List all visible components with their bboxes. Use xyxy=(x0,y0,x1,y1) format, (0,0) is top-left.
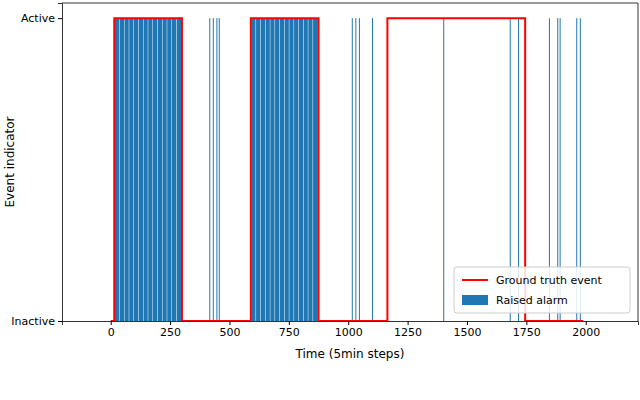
tick: 1250 xyxy=(394,321,422,339)
chart: 0 250 500 750 1000 1250 1500 1750 2000 Inactive Ac… xyxy=(0,0,640,400)
tick: 1000 xyxy=(335,321,363,339)
tick-label: 1000 xyxy=(335,326,363,339)
tick-mark xyxy=(526,321,527,325)
alarm-bar xyxy=(134,18,138,321)
legend-swatch xyxy=(462,295,488,305)
legend-label: Raised alarm xyxy=(496,294,568,307)
tick-mark xyxy=(408,321,409,325)
tick: 1500 xyxy=(453,321,481,339)
alarm-bar xyxy=(162,18,166,321)
alarm-bar xyxy=(172,18,176,321)
alarm-bar xyxy=(216,18,217,321)
tick: 250 xyxy=(160,321,181,339)
alarm-bar xyxy=(266,18,270,321)
tick-label: Active xyxy=(21,12,55,25)
alarm-bar xyxy=(143,18,147,321)
tick: 500 xyxy=(219,321,240,339)
alarm-bar xyxy=(129,18,133,321)
tick-mark xyxy=(586,321,587,325)
alarm-bar xyxy=(251,18,255,321)
tick-mark xyxy=(58,18,62,19)
tick-mark xyxy=(58,321,62,322)
alarm-bar xyxy=(443,18,444,321)
x-axis: 0 250 500 750 1000 1250 1500 1750 2000 xyxy=(63,321,639,339)
alarm-bar xyxy=(289,18,293,321)
tick: 1750 xyxy=(513,321,541,339)
alarm-bar xyxy=(308,18,312,321)
plot: 0 250 500 750 1000 1250 1500 1750 2000 Inactive Ac… xyxy=(11,3,638,339)
tick-mark xyxy=(289,321,290,325)
frame xyxy=(62,3,638,4)
tick-label: 2000 xyxy=(572,326,600,339)
tick-mark xyxy=(111,321,112,325)
alarm-bar xyxy=(115,18,119,321)
alarm-bar xyxy=(153,18,157,321)
alarm-bar xyxy=(294,18,298,321)
alarm-bar xyxy=(299,18,303,321)
tick-mark xyxy=(170,321,171,325)
alarm-bar xyxy=(313,18,318,321)
alarm-bar xyxy=(139,18,143,321)
alarm-bar xyxy=(372,18,373,321)
axis-line xyxy=(63,322,639,326)
axis-line xyxy=(58,4,63,322)
x-title: Time (5min steps) xyxy=(295,347,405,361)
alarm-bar xyxy=(352,18,353,321)
tick-label: 750 xyxy=(279,326,300,339)
alarm-bar xyxy=(275,18,279,321)
alarm-bar xyxy=(359,18,360,321)
legend-swatch xyxy=(462,279,488,281)
alarm-bar xyxy=(304,18,308,321)
alarm-bar xyxy=(148,18,152,321)
alarm-bar xyxy=(167,18,171,321)
alarm-bar xyxy=(158,18,162,321)
tick-mark xyxy=(467,321,468,325)
y-title: Event indicator xyxy=(3,116,17,207)
alarm-bar xyxy=(219,18,220,321)
tick-label: 500 xyxy=(219,326,240,339)
alarm-bar xyxy=(177,18,182,321)
y-axis: Inactive Active xyxy=(11,4,62,329)
tick-mark xyxy=(348,321,349,325)
alarm-bar xyxy=(213,18,214,321)
legend: Ground truth event Raised alarm xyxy=(454,267,630,313)
legend-box xyxy=(454,267,630,313)
alarm-bar xyxy=(285,18,289,321)
alarm-bar xyxy=(280,18,284,321)
alarm-bar xyxy=(124,18,128,321)
tick-mark xyxy=(229,321,230,325)
tick-label: 1250 xyxy=(394,326,422,339)
legend-label: Ground truth event xyxy=(496,274,603,287)
tick: 0 xyxy=(108,321,115,339)
tick-label: 250 xyxy=(160,326,181,339)
tick-label: Inactive xyxy=(11,315,55,328)
tick-label: 1750 xyxy=(513,326,541,339)
alarm-bar xyxy=(256,18,260,321)
tick: 750 xyxy=(279,321,300,339)
alarm-bar xyxy=(355,18,356,321)
tick: Active xyxy=(21,12,62,25)
tick-label: 0 xyxy=(108,326,115,339)
tick: 2000 xyxy=(572,321,600,339)
alarm-bar xyxy=(209,18,210,321)
frame xyxy=(638,3,639,321)
alarm-bar xyxy=(120,18,124,321)
tick: Inactive xyxy=(11,315,62,328)
tick-label: 1500 xyxy=(453,326,481,339)
alarm-bar xyxy=(261,18,265,321)
alarm-bar xyxy=(270,18,274,321)
